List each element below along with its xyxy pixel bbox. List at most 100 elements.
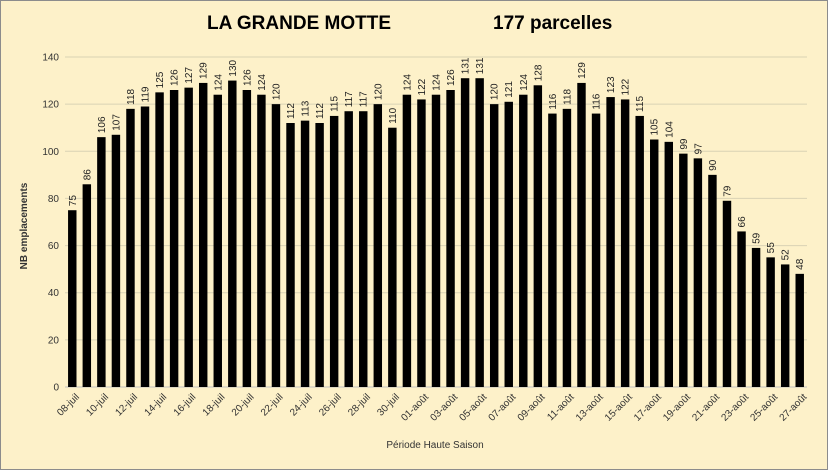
bar	[315, 123, 324, 387]
bar	[242, 90, 252, 387]
x-tick-label: 08-juil	[55, 392, 82, 419]
x-tick-label: 11-août	[545, 392, 576, 423]
bar	[155, 92, 164, 387]
bar	[620, 99, 630, 387]
y-tick-label: 0	[53, 383, 59, 394]
data-label: 66	[737, 216, 748, 228]
data-label: 126	[170, 69, 181, 86]
data-label: 120	[373, 83, 384, 100]
bar	[562, 108, 572, 387]
data-label: 122	[417, 78, 428, 95]
x-tick-label: 22-juil	[259, 392, 286, 419]
bar	[431, 94, 441, 387]
x-tick-label: 26-juil	[317, 392, 344, 419]
x-tick-label: 09-août	[516, 392, 548, 424]
data-label: 99	[679, 138, 690, 150]
data-label: 127	[184, 67, 195, 84]
data-label: 124	[432, 74, 443, 91]
bar	[795, 273, 804, 387]
bar	[417, 99, 426, 387]
y-tick-label: 80	[48, 194, 60, 205]
data-label: 115	[330, 96, 341, 112]
x-tick-label: 10-juil	[84, 392, 111, 419]
data-label: 125	[155, 71, 166, 88]
x-tick-label: 16-juil	[172, 392, 199, 419]
y-tick-label: 120	[42, 100, 59, 111]
data-label: 107	[111, 114, 122, 131]
bar	[737, 231, 746, 387]
bar	[766, 257, 775, 387]
y-tick-label: 20	[48, 335, 60, 346]
bar	[169, 90, 179, 387]
x-tick-label: 07-août	[487, 392, 519, 424]
data-label: 116	[548, 93, 559, 109]
data-label: 48	[795, 258, 806, 270]
x-tick-label: 20-juil	[230, 392, 257, 419]
data-label: 120	[271, 83, 282, 100]
bar	[635, 115, 644, 387]
bar	[329, 115, 339, 387]
data-label: 116	[592, 93, 603, 109]
data-label: 86	[82, 169, 93, 181]
bar	[373, 104, 383, 388]
bar	[489, 104, 499, 388]
data-label: 117	[344, 91, 355, 107]
x-tick-label: 23-août	[719, 392, 751, 424]
bar	[751, 247, 761, 387]
x-tick-label: 03-août	[428, 392, 460, 424]
bar	[606, 97, 615, 388]
y-axis-title: NB emplacements	[19, 182, 30, 269]
bar	[780, 264, 790, 387]
bar	[300, 120, 310, 388]
data-label: 90	[708, 159, 719, 171]
bar	[591, 113, 601, 388]
x-tick-label: 05-août	[458, 392, 490, 424]
bar	[548, 113, 557, 388]
data-label: 120	[490, 83, 501, 100]
data-label: 79	[722, 185, 733, 197]
bar	[68, 210, 77, 387]
x-axis-title: Période Haute Saison	[386, 440, 483, 451]
data-label: 130	[228, 59, 239, 76]
bar	[402, 94, 412, 387]
x-tick-label: 24-juil	[288, 392, 315, 419]
bar	[198, 82, 208, 387]
data-label: 124	[257, 74, 268, 91]
data-label: 128	[533, 64, 544, 81]
chart-title: LA GRANDE MOTTE	[207, 13, 392, 34]
data-label: 118	[126, 88, 137, 104]
bar	[519, 94, 528, 387]
data-label: 126	[242, 69, 253, 86]
data-label: 112	[286, 103, 297, 119]
data-label: 131	[461, 57, 472, 74]
data-label: 104	[664, 121, 675, 138]
x-tick-label: 17-août	[632, 392, 664, 424]
bar	[693, 158, 703, 387]
bar	[184, 87, 193, 388]
bar	[460, 78, 470, 387]
bar	[359, 111, 368, 387]
x-tick-label: 18-juil	[201, 392, 228, 419]
data-label: 75	[68, 195, 79, 207]
x-tick-label: 30-juil	[375, 392, 402, 419]
data-label: 131	[475, 57, 486, 74]
bar	[679, 153, 688, 387]
bar	[650, 139, 659, 387]
x-tick-label: 12-juil	[113, 392, 140, 419]
data-label: 119	[141, 86, 152, 102]
bar	[140, 106, 150, 387]
data-label: 97	[693, 143, 704, 155]
bar	[126, 108, 135, 387]
data-label: 110	[388, 107, 399, 123]
data-label: 124	[213, 74, 224, 91]
bar	[475, 78, 484, 387]
data-label: 118	[562, 88, 573, 104]
x-tick-label: 21-août	[690, 392, 722, 424]
data-label: 117	[359, 91, 370, 107]
x-tick-label: 19-août	[661, 392, 693, 424]
x-tick-label: 13-août	[574, 392, 606, 424]
x-tick-label: 14-juil	[143, 392, 170, 419]
data-label: 123	[606, 76, 617, 93]
data-label: 124	[519, 74, 530, 91]
